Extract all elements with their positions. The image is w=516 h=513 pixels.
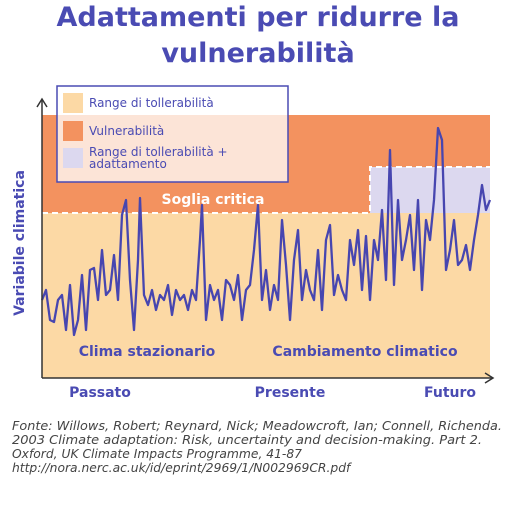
y-arrow — [36, 97, 48, 108]
source-line: http://nora.nerc.ac.uk/id/eprint/2969/1/… — [12, 461, 352, 475]
region-label: Clima stazionario — [79, 344, 216, 360]
legend-label: Range di tollerabilità + — [89, 145, 228, 159]
x-label: Presente — [255, 385, 326, 401]
legend-label: Vulnerabilità — [89, 124, 164, 138]
x-label: Futuro — [424, 385, 476, 401]
climate-series — [40, 126, 492, 337]
x-label: Passato — [69, 385, 131, 401]
source-line: Fonte: Willows, Robert; Reynard, Nick; M… — [12, 419, 502, 433]
legend-label: Range di tollerabilità — [89, 96, 214, 110]
legend-swatch — [63, 148, 83, 168]
y-axis-label: Variabile climatica — [12, 170, 28, 316]
source-line: Oxford, UK Climate Impacts Programme, 41… — [12, 447, 302, 461]
legend-swatch — [63, 93, 83, 113]
title-line: vulnerabilità — [161, 38, 354, 69]
threshold-line — [42, 166, 490, 214]
x-arrow — [484, 372, 495, 384]
legend-swatch — [63, 121, 83, 141]
legend-label: adattamento — [89, 157, 167, 171]
region-label: Cambiamento climatico — [272, 344, 458, 360]
threshold-label: Soglia critica — [162, 192, 265, 208]
title-line: Adattamenti per ridurre la — [57, 2, 460, 33]
legend — [56, 85, 289, 183]
source-line: 2003 Climate adaptation: Risk, uncertain… — [12, 433, 482, 447]
